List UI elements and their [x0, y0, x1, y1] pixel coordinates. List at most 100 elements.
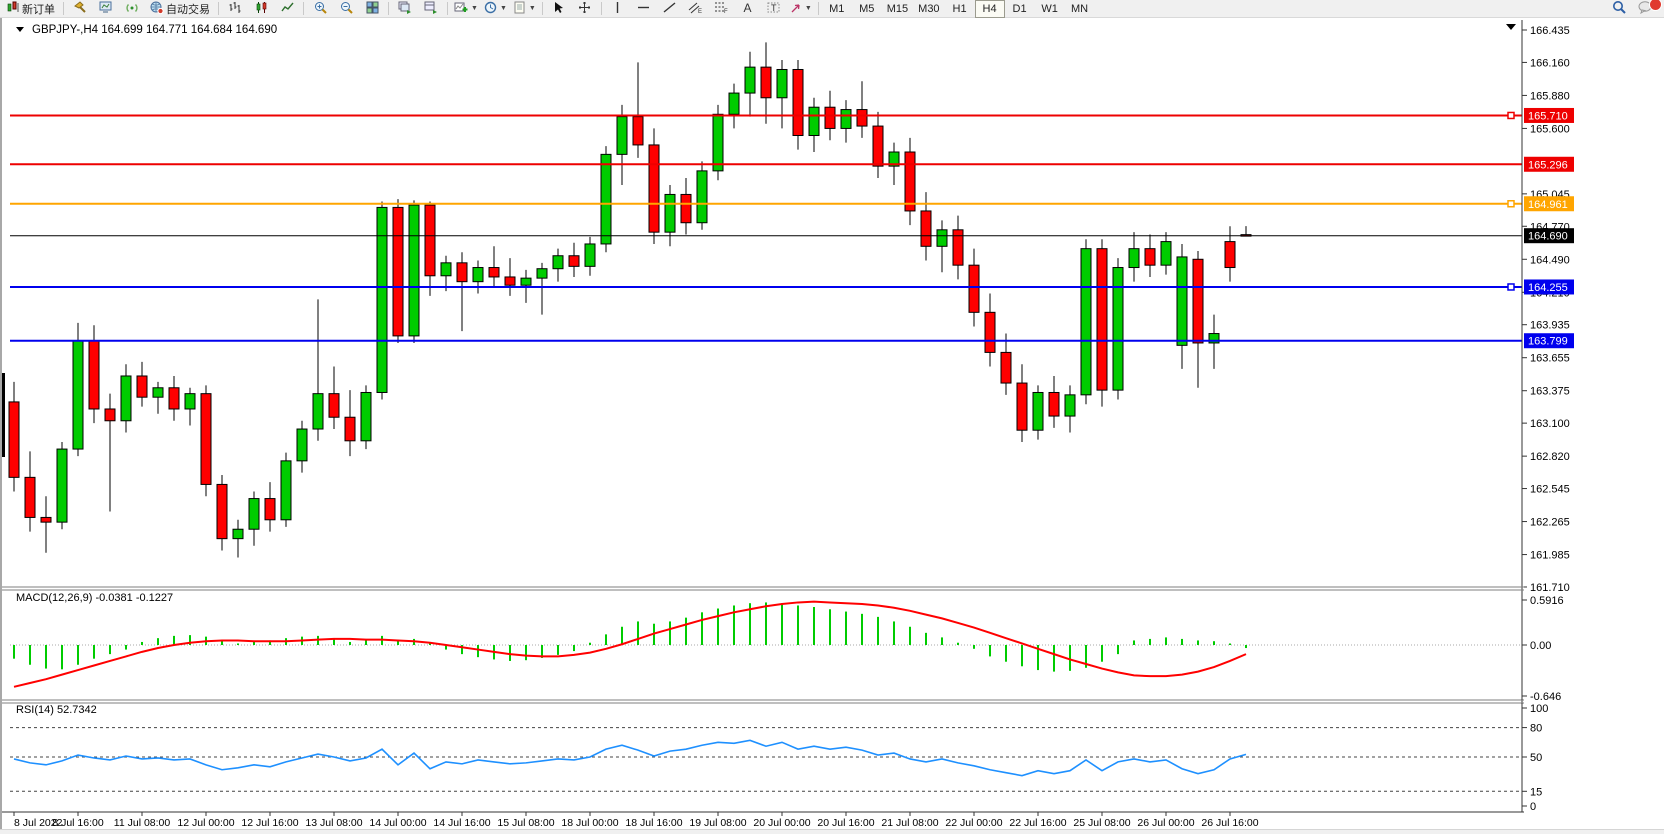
svg-text:20 Jul 16:00: 20 Jul 16:00 [817, 817, 874, 829]
toolbar-separator [63, 2, 64, 15]
svg-text:164.690: 164.690 [1528, 231, 1568, 243]
globe-icon [150, 1, 164, 17]
svg-text:20 Jul 00:00: 20 Jul 00:00 [753, 817, 810, 829]
signals-button[interactable] [119, 0, 145, 18]
periods-button[interactable]: ▼ [481, 0, 510, 18]
hammer-icon [73, 0, 87, 17]
equidistant-channel-button[interactable]: E [683, 0, 709, 18]
text-label-button[interactable]: T [761, 0, 787, 18]
svg-text:F: F [724, 9, 728, 14]
clock-icon [484, 1, 497, 17]
svg-text:12 Jul 16:00: 12 Jul 16:00 [241, 817, 298, 829]
svg-text:163.799: 163.799 [1528, 336, 1568, 348]
cascade-icon [398, 1, 412, 17]
chart-canvas[interactable]: 166.435166.160165.880165.600165.045164.7… [2, 18, 1664, 834]
svg-text:22 Jul 16:00: 22 Jul 16:00 [1009, 817, 1066, 829]
trend-icon [663, 1, 676, 17]
price-axis[interactable] [1522, 20, 1602, 813]
bar-chart-button[interactable] [222, 0, 248, 18]
cascade-windows-button[interactable] [392, 0, 418, 18]
notifications-button[interactable] [1632, 0, 1662, 18]
bars-icon [229, 1, 242, 17]
svg-text:166.160: 166.160 [1530, 57, 1570, 69]
arrows-icon [790, 1, 802, 17]
tile-windows-button[interactable] [359, 0, 385, 18]
signal-icon [125, 1, 139, 17]
svg-text:18 Jul 00:00: 18 Jul 00:00 [561, 817, 618, 829]
timeframe-button-d1[interactable]: D1 [1012, 2, 1027, 15]
svg-text:163.375: 163.375 [1530, 386, 1570, 398]
main-toolbar: 新订单 自动交易 ▼ ▼ ▼ E F A T ▼ M1 M5 M15 M30 H1 H4 D1 W1 MN [0, 0, 1664, 18]
search-button[interactable] [1606, 0, 1632, 18]
tools-button[interactable] [67, 0, 93, 18]
svg-text:164.961: 164.961 [1528, 199, 1568, 211]
svg-text:165.710: 165.710 [1528, 110, 1568, 122]
trendline-button[interactable] [657, 0, 683, 18]
autotrading-button-label: 自动交易 [166, 3, 210, 16]
text-button[interactable]: A [735, 0, 761, 18]
vline-icon [613, 1, 622, 17]
arrows-button[interactable]: ▼ [787, 0, 815, 18]
hline-icon [637, 3, 650, 15]
svg-text:163.100: 163.100 [1530, 418, 1570, 430]
new-order-button[interactable]: 新订单 [2, 0, 60, 18]
timeframe-button-m15[interactable]: M15 [886, 2, 909, 15]
candlestick-chart-button[interactable] [248, 0, 274, 18]
chart-add-icon [454, 1, 468, 17]
svg-text:164.490: 164.490 [1530, 254, 1570, 266]
fibo-icon: F [714, 1, 729, 17]
svg-text:0.5916: 0.5916 [1530, 595, 1564, 607]
timeframe-button-m1[interactable]: M1 [829, 2, 845, 15]
new-order-icon [7, 1, 20, 17]
svg-text:166.435: 166.435 [1530, 25, 1570, 37]
svg-text:163.655: 163.655 [1530, 353, 1570, 365]
time-axis[interactable] [10, 813, 1520, 829]
new-order-button-label: 新订单 [22, 3, 55, 16]
main-chart-area[interactable] [10, 20, 1520, 590]
market-watch-button[interactable] [93, 0, 119, 18]
svg-text:14 Jul 16:00: 14 Jul 16:00 [433, 817, 490, 829]
crosshair-button[interactable] [572, 0, 598, 18]
line-chart-button[interactable] [274, 0, 300, 18]
vertical-line-button[interactable] [605, 0, 631, 18]
svg-text:15: 15 [1530, 786, 1542, 798]
toolbar-separator [388, 2, 389, 15]
svg-text:RSI(14) 52.7342: RSI(14) 52.7342 [16, 704, 97, 716]
zoom-in-button[interactable] [307, 0, 333, 18]
svg-text:E: E [698, 9, 702, 14]
channel-icon: E [688, 1, 703, 17]
tile-icon [366, 1, 379, 17]
rsi-panel[interactable] [10, 703, 1520, 813]
svg-text:164.255: 164.255 [1528, 282, 1568, 294]
svg-text:A: A [744, 1, 752, 14]
svg-text:GBPJPY-,H4 164.699 164.771 16: GBPJPY-,H4 164.699 164.771 164.684 164.6… [32, 24, 277, 36]
zoom-in-icon [314, 1, 327, 17]
timeframe-button-h4[interactable]: H4 [974, 0, 1005, 18]
autotrading-button[interactable]: 自动交易 [145, 0, 215, 18]
templates-button[interactable]: ▼ [510, 0, 539, 18]
macd-panel[interactable] [10, 590, 1520, 702]
toolbar-separator [303, 2, 304, 15]
svg-text:8 Jul 16:00: 8 Jul 16:00 [52, 817, 104, 829]
svg-text:T: T [771, 3, 777, 13]
horizontal-line-button[interactable] [631, 0, 657, 18]
labelT-icon: T [767, 1, 780, 17]
timeframe-button-m30[interactable]: M30 [918, 2, 940, 15]
timeframe-button-mn[interactable]: MN [1071, 2, 1089, 15]
indicators-button[interactable]: ▼ [451, 0, 481, 18]
fibonacci-button[interactable]: F [709, 0, 735, 18]
svg-text:14 Jul 00:00: 14 Jul 00:00 [369, 817, 426, 829]
toolbar-separator [600, 2, 602, 15]
cursor-button[interactable] [546, 0, 572, 18]
svg-text:21 Jul 08:00: 21 Jul 08:00 [881, 817, 938, 829]
svg-text:8 Jul 2022: 8 Jul 2022 [14, 817, 63, 829]
timeframe-button-h1[interactable]: H1 [952, 2, 967, 15]
notification-count-badge [1649, 0, 1662, 11]
timeframe-button-w1[interactable]: W1 [1041, 2, 1058, 15]
arrange-icon [424, 1, 438, 17]
toolbar-separator [218, 2, 219, 15]
zoom-out-button[interactable] [333, 0, 359, 18]
arrange-windows-button[interactable] [418, 0, 444, 18]
timeframe-button-m5[interactable]: M5 [859, 2, 875, 15]
svg-text:163.935: 163.935 [1530, 320, 1570, 332]
